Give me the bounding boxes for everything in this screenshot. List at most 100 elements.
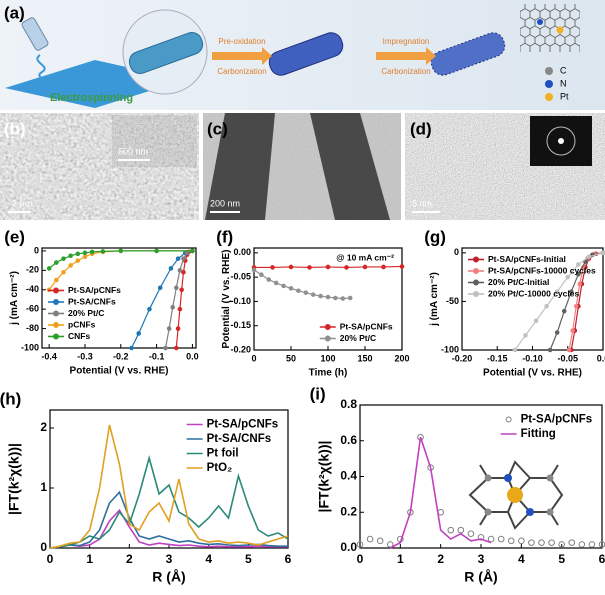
data-point [381,264,386,270]
atom [504,474,512,482]
arrow-label: Carbonization [217,67,266,76]
y-tick-label: -0.20 [230,344,251,354]
data-point [174,345,179,351]
data-point [347,295,353,301]
y-tick-label: -50 [446,296,459,306]
y-tick-label: -60 [26,304,39,314]
legend-label: Pt foil [207,448,239,460]
arrow-label: Pre-oxidation [218,37,265,46]
legend-marker [53,333,59,340]
y-tick-label: 0.4 [340,469,357,483]
data-point [457,526,465,534]
legend-marker [53,322,59,328]
data-point [573,303,579,309]
legend-dot [545,80,553,88]
data-point [558,541,565,548]
data-point [523,333,528,338]
panel-label: (d) [410,119,432,138]
x-tick-label: -0.2 [113,351,129,361]
data-point [318,293,323,299]
y-tick-label: -0.10 [230,296,251,306]
atom [484,508,492,516]
legend-marker [53,310,59,317]
series-line [389,436,492,549]
data-point [565,274,571,280]
y-tick-label: -0.05 [230,272,251,282]
y-tick-label: 1 [40,480,47,494]
legend-label: CNFs [68,331,90,341]
series-line [49,490,288,549]
data-point [547,347,553,353]
x-axis-title: Time (h) [309,368,348,379]
x-tick-label: 150 [357,353,372,363]
series-line [253,269,351,300]
scale-bar-label: 2 μm [12,198,32,208]
arrow [212,47,272,65]
x-tick-label: 1 [397,552,404,566]
data-point [54,277,59,283]
syringe [21,17,49,51]
data-point [89,249,95,255]
data-point [175,326,181,331]
data-point [554,289,560,295]
legend-label: N [560,78,567,88]
data-point [46,266,52,271]
x-tick-label: -0.05 [557,353,578,363]
data-point [447,526,455,534]
x-tick-label: 100 [320,353,335,363]
atom [484,474,492,482]
data-point [467,530,475,538]
atom [546,474,554,482]
data-point [270,265,275,270]
data-point [325,264,331,270]
data-point [577,281,583,287]
y-tick-label: -0.15 [230,320,251,330]
atom [546,508,554,516]
jet [36,54,48,87]
series-line [175,250,193,349]
x-tick-label: 6 [599,552,605,566]
x-tick-label: 0.0 [186,351,199,361]
data-point [399,264,405,269]
data-point [288,286,294,291]
legend-marker [473,256,479,263]
legend-label: Pt-SA/pCNFs [340,321,393,331]
data-point [344,265,349,270]
series-line [49,424,289,549]
x-tick-label: 50 [286,353,296,363]
panel-label: (b) [4,119,26,138]
data-point [163,345,168,351]
data-point [578,541,586,548]
data-point [177,306,183,312]
y-axis-title: j (mA cm⁻²) [9,271,20,326]
molecule-inset [468,460,564,530]
legend-label: Pt-SA/pCNFs-10000 cycles [488,265,596,275]
x-tick-label: 0 [357,552,364,566]
data-point [61,256,66,261]
y-tick-label: -40 [26,284,39,294]
series-line [49,508,288,549]
x-tick-label: 4 [518,552,525,566]
y-tick-label: 0.2 [340,504,357,518]
fiber [205,113,275,220]
data-point [310,292,316,297]
x-axis-title: Potential (V vs. RHE) [483,368,582,379]
x-tick-label: 2 [126,552,133,566]
data-point [600,250,605,256]
x-tick-label: -0.10 [522,353,543,363]
pt-atom [507,487,523,503]
data-point [190,248,195,254]
data-point [325,294,331,300]
scale-bar-label: 500 nm [118,146,148,156]
scale-bar-label: 5 nm [412,198,432,208]
data-point [487,535,495,543]
panel-label: (h) [0,389,21,408]
y-tick-label: 0 [40,540,47,554]
y-tick-label: -20 [26,265,39,275]
data-point [576,271,581,277]
x-tick-label: 3 [478,552,485,566]
data-point [181,269,186,275]
data-point [366,535,374,543]
x-tick-label: 1 [86,552,93,566]
